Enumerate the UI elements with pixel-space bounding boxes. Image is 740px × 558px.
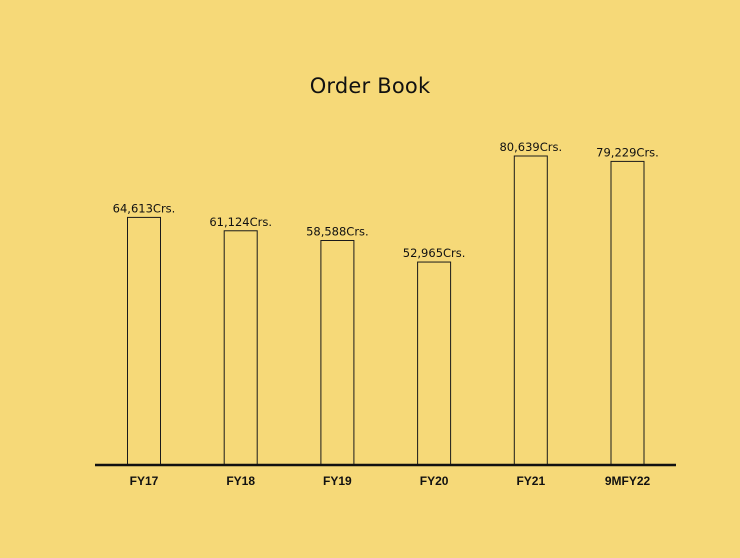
value-label-fy18: 61,124Crs. xyxy=(209,215,272,229)
category-labels-group: FY17 FY18 FY19 FY20 FY21 9MFY22 xyxy=(130,474,651,488)
category-label-fy18: FY18 xyxy=(226,474,255,488)
category-label-fy20: FY20 xyxy=(420,474,449,488)
bar-fy19 xyxy=(320,239,355,466)
bars-group xyxy=(127,155,645,466)
bar-fy18 xyxy=(223,230,258,466)
value-label-fy20: 52,965Crs. xyxy=(403,246,466,260)
bar-fy20 xyxy=(417,261,452,466)
category-label-fy21: FY21 xyxy=(516,474,545,488)
value-label-fy17: 64,613Crs. xyxy=(113,201,176,215)
value-label-fy21: 80,639Crs. xyxy=(499,140,562,154)
bar-fy17 xyxy=(127,216,161,466)
bar-fy21 xyxy=(513,155,548,466)
category-label-9mfy22: 9MFY22 xyxy=(605,474,651,488)
value-label-9mfy22: 79,229Crs. xyxy=(596,145,659,159)
category-label-fy17: FY17 xyxy=(130,474,159,488)
category-label-fy19: FY19 xyxy=(323,474,352,488)
value-labels-group: 64,613Crs. 61,124Crs. 58,588Crs. 52,965Crs.… xyxy=(113,140,659,260)
chart-title: Order Book xyxy=(309,74,431,98)
value-label-fy19: 58,588Crs. xyxy=(306,224,369,238)
bar-9mfy22 xyxy=(610,160,645,466)
